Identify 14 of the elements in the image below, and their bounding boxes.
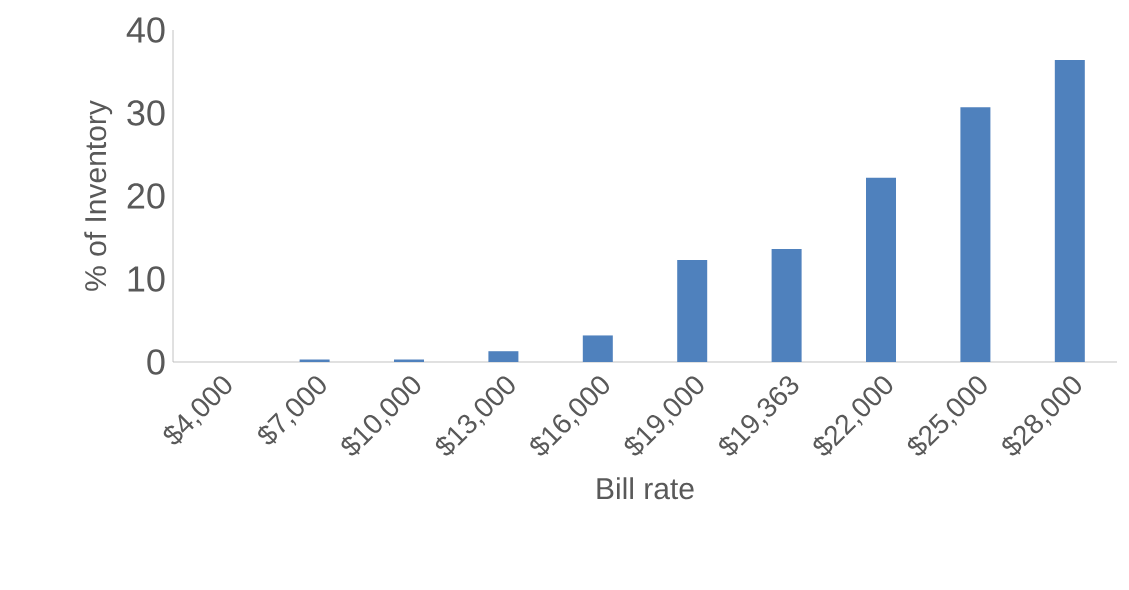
y-axis-title: % of Inventory — [84, 100, 113, 291]
bar — [866, 177, 897, 362]
bar — [582, 335, 613, 362]
bar — [771, 249, 802, 362]
y-tick-label: 10 — [128, 266, 165, 292]
bar — [488, 351, 519, 362]
y-tick-label: 0 — [147, 349, 165, 375]
x-axis-title: Bill rate — [597, 477, 694, 500]
bar — [677, 259, 708, 362]
bar — [960, 107, 991, 362]
bar — [1054, 59, 1085, 362]
y-tick-label: 30 — [127, 100, 165, 126]
y-tick-label: 20 — [127, 183, 165, 209]
y-tick-label: 40 — [126, 17, 165, 43]
